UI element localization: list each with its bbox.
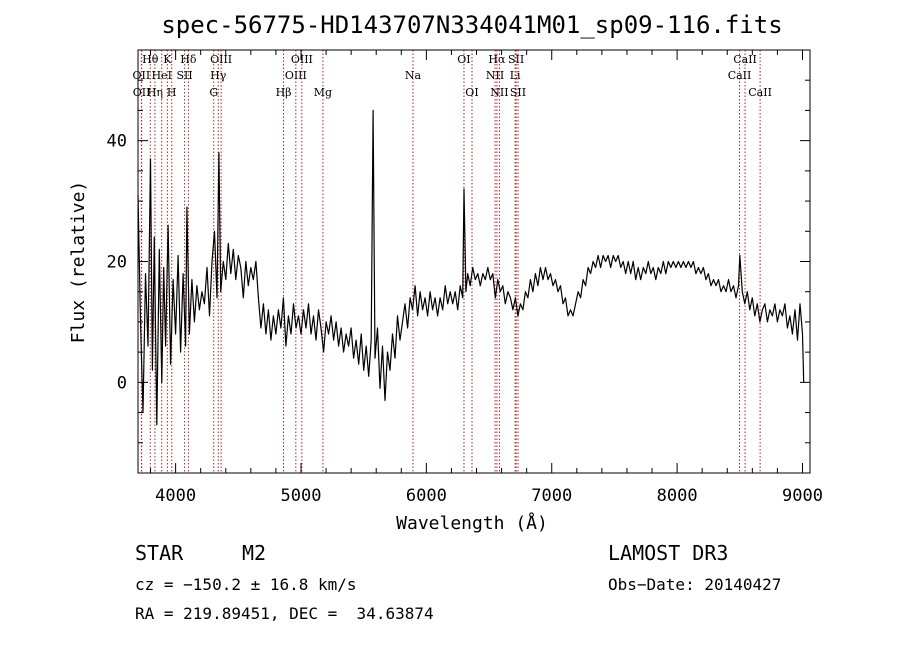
plot-frame (137, 49, 811, 474)
y-tick-label: 20 (107, 253, 127, 273)
object-class: STAR (135, 541, 184, 565)
spectral-line-label: OIII (210, 53, 232, 66)
x-axis-label: Wavelength (Å) (396, 512, 548, 534)
y-axis-label: Flux (relative) (68, 181, 89, 344)
spectral-line-label: SII (177, 69, 193, 82)
spectral-line-label: CaII (748, 86, 772, 99)
x-tick-label: 6000 (406, 486, 447, 506)
spectral-line-label: Hβ (276, 86, 292, 99)
spectral-line-label: Li (510, 69, 521, 82)
spectral-line-label: SII (508, 53, 524, 66)
spectral-line-label: NII (490, 86, 508, 99)
spectral-line-label: OIII (291, 53, 313, 66)
y-tick-label: 0 (117, 373, 127, 393)
spectral-line-label: K (163, 53, 172, 66)
spectral-line-label: NII (486, 69, 504, 82)
spectral-line-label: Hδ (180, 53, 197, 66)
spectral-line-label: HeI (151, 69, 171, 82)
chart-title: spec-56775-HD143707N334041M01_sp09-116.f… (161, 11, 782, 39)
spectrum-line (137, 109, 805, 426)
spectral-line-label: OIII (285, 69, 307, 82)
x-tick-label: 8000 (657, 486, 698, 506)
x-axis-ticks: 4000 5000 6000 7000 8000 9000 (150, 50, 823, 506)
spectral-line-label: H (167, 86, 177, 99)
spectral-line-label: Hα (488, 53, 506, 66)
spectral-line-label: OII (133, 86, 151, 99)
spectral-line-label: CaII (733, 53, 757, 66)
observation-date: Obs−Date: 20140427 (608, 575, 782, 594)
spectral-line-label: G (209, 86, 218, 99)
y-axis-ticks: 0 20 40 (107, 79, 810, 444)
spectral-line-label: OI (465, 86, 478, 99)
spectral-line-label: Hγ (210, 69, 227, 82)
spectrum-series (137, 109, 805, 426)
spectral-line-label: CaII (728, 69, 752, 82)
x-tick-label: 5000 (281, 486, 322, 506)
spectral-line-label: Na (405, 69, 422, 82)
spectral-line-label: Mg (314, 86, 332, 99)
spectral-line-label: SII (510, 86, 526, 99)
spectral-line-label: OI (457, 53, 470, 66)
x-tick-label: 9000 (782, 486, 823, 506)
spectral-line-label: Hθ (142, 53, 159, 66)
survey-name: LAMOST DR3 (608, 541, 729, 565)
coordinates: RA = 219.89451, DEC = 34.63874 (135, 604, 434, 623)
x-tick-label: 7000 (531, 486, 572, 506)
y-tick-label: 40 (107, 132, 127, 152)
object-subclass: M2 (242, 541, 267, 565)
redshift-velocity: cz = −150.2 ± 16.8 km/s (135, 575, 357, 594)
x-tick-label: 4000 (155, 486, 196, 506)
spectral-line-label: Hη (147, 86, 163, 99)
